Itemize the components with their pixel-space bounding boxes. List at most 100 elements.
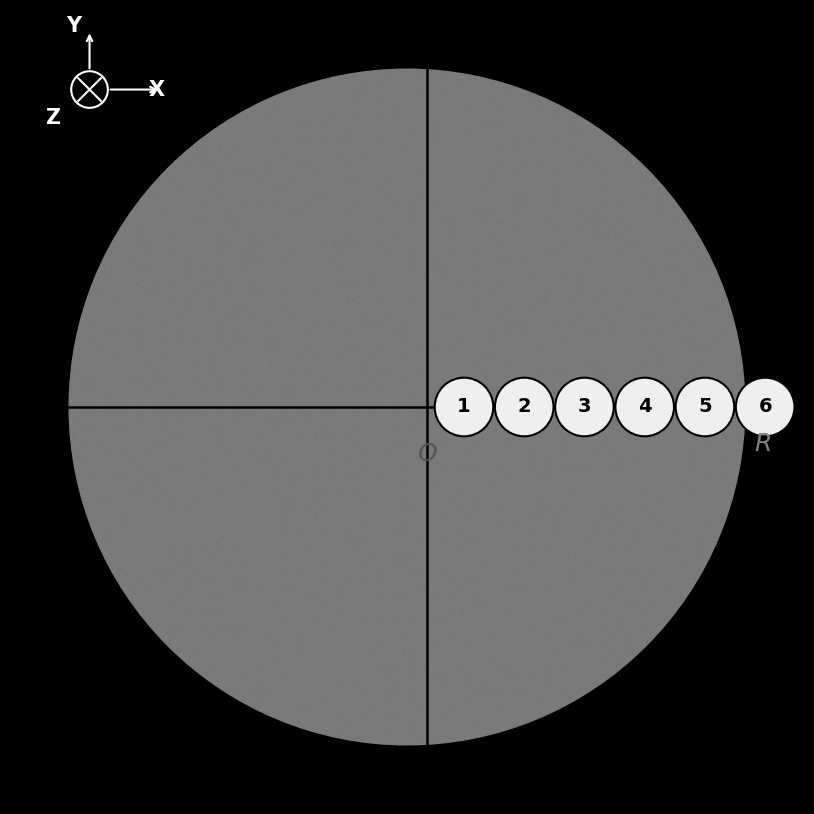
Point — [111, 291, 124, 304]
Point — [435, 170, 449, 183]
Point — [516, 459, 529, 472]
Point — [414, 595, 427, 608]
Point — [494, 646, 507, 659]
Point — [224, 230, 237, 243]
Point — [188, 163, 201, 176]
Point — [383, 723, 396, 736]
Point — [726, 382, 739, 395]
Point — [376, 297, 389, 310]
Point — [472, 259, 485, 272]
Point — [566, 467, 579, 480]
Point — [452, 683, 465, 696]
Point — [704, 444, 717, 457]
Point — [399, 553, 412, 566]
Point — [466, 379, 479, 392]
Point — [415, 120, 428, 133]
Point — [523, 679, 536, 692]
Point — [447, 381, 460, 394]
Point — [278, 452, 291, 465]
Point — [479, 236, 492, 249]
Point — [698, 431, 711, 444]
Point — [223, 656, 236, 669]
Point — [430, 191, 443, 204]
Point — [148, 466, 161, 479]
Point — [147, 339, 160, 352]
Point — [404, 614, 417, 627]
Point — [536, 652, 549, 665]
Point — [630, 594, 643, 607]
Point — [508, 414, 521, 427]
Point — [702, 387, 716, 400]
Point — [515, 176, 528, 189]
Point — [424, 487, 437, 500]
Point — [413, 434, 426, 447]
Point — [318, 432, 331, 445]
Point — [633, 506, 646, 519]
Point — [421, 667, 434, 681]
Point — [193, 406, 206, 419]
Point — [415, 314, 428, 327]
Point — [446, 166, 459, 179]
Point — [417, 705, 430, 718]
Point — [174, 429, 187, 442]
Point — [333, 727, 346, 740]
Point — [241, 562, 254, 575]
Point — [279, 479, 292, 492]
Point — [153, 563, 166, 576]
Point — [454, 80, 467, 93]
Point — [269, 551, 282, 564]
Point — [265, 431, 278, 444]
Point — [559, 610, 572, 623]
Point — [343, 663, 356, 676]
Point — [195, 565, 208, 578]
Point — [660, 187, 673, 200]
Point — [557, 267, 570, 280]
Point — [168, 600, 181, 613]
Point — [485, 154, 498, 167]
Point — [441, 597, 454, 610]
Point — [147, 564, 160, 577]
Point — [409, 84, 422, 97]
Point — [430, 253, 443, 266]
Point — [322, 701, 335, 714]
Point — [486, 551, 499, 564]
Point — [698, 562, 711, 575]
Point — [405, 654, 418, 667]
Point — [169, 452, 182, 465]
Point — [144, 446, 157, 459]
Point — [173, 169, 186, 182]
Point — [512, 443, 525, 456]
Point — [142, 585, 155, 598]
Point — [215, 480, 228, 493]
Point — [251, 533, 264, 546]
Point — [248, 405, 261, 418]
Point — [474, 211, 487, 224]
Point — [325, 619, 338, 632]
Point — [473, 225, 486, 238]
Point — [282, 147, 295, 160]
Point — [309, 207, 322, 220]
Point — [431, 482, 444, 495]
Point — [181, 406, 194, 419]
Point — [492, 431, 505, 444]
Point — [153, 444, 166, 457]
Point — [348, 284, 361, 297]
Point — [349, 679, 362, 692]
Point — [260, 400, 274, 414]
Point — [130, 405, 143, 418]
Point — [334, 527, 347, 540]
Point — [575, 158, 588, 171]
Point — [287, 246, 300, 259]
Point — [427, 260, 440, 274]
Point — [536, 396, 549, 409]
Point — [289, 151, 302, 164]
Point — [587, 569, 600, 582]
Point — [341, 306, 354, 319]
Point — [329, 676, 342, 689]
Point — [424, 246, 437, 259]
Point — [458, 535, 471, 548]
Point — [599, 369, 612, 382]
Point — [704, 346, 717, 359]
Point — [234, 672, 247, 685]
Point — [218, 364, 231, 377]
